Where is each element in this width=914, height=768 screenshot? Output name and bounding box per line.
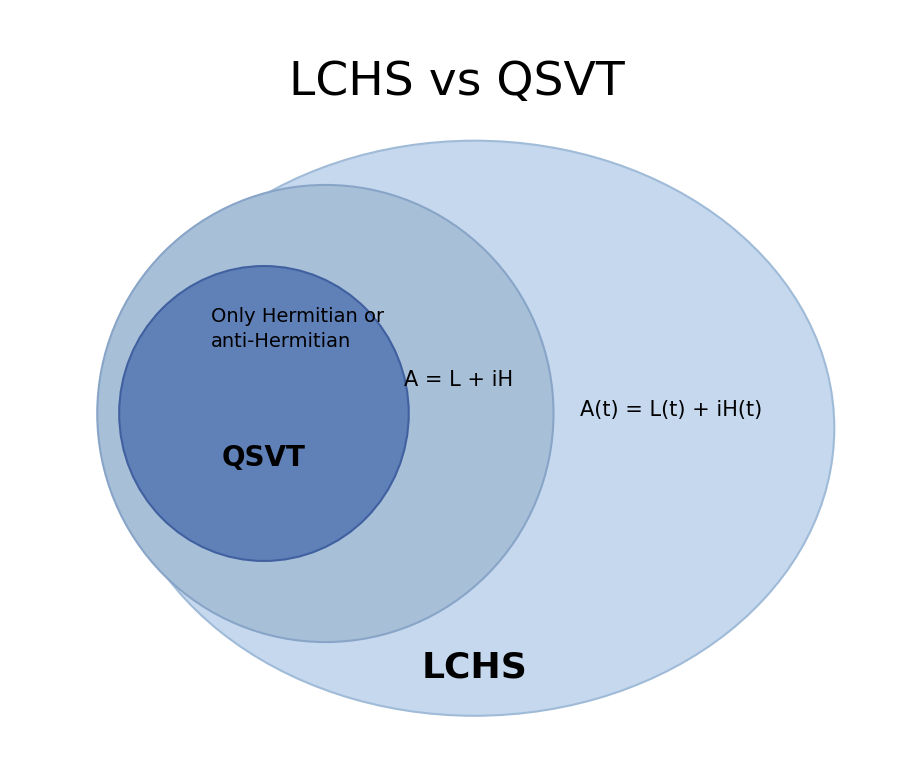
Text: Only Hermitian or
anti-Hermitian: Only Hermitian or anti-Hermitian xyxy=(211,306,385,351)
Ellipse shape xyxy=(119,266,409,561)
Text: LCHS: LCHS xyxy=(421,650,527,685)
Text: QSVT: QSVT xyxy=(222,444,306,472)
Text: A = L + iH: A = L + iH xyxy=(404,370,514,390)
Text: LCHS vs QSVT: LCHS vs QSVT xyxy=(289,60,625,104)
Ellipse shape xyxy=(97,185,554,642)
Ellipse shape xyxy=(115,141,834,716)
Text: A(t) = L(t) + iH(t): A(t) = L(t) + iH(t) xyxy=(579,400,762,420)
